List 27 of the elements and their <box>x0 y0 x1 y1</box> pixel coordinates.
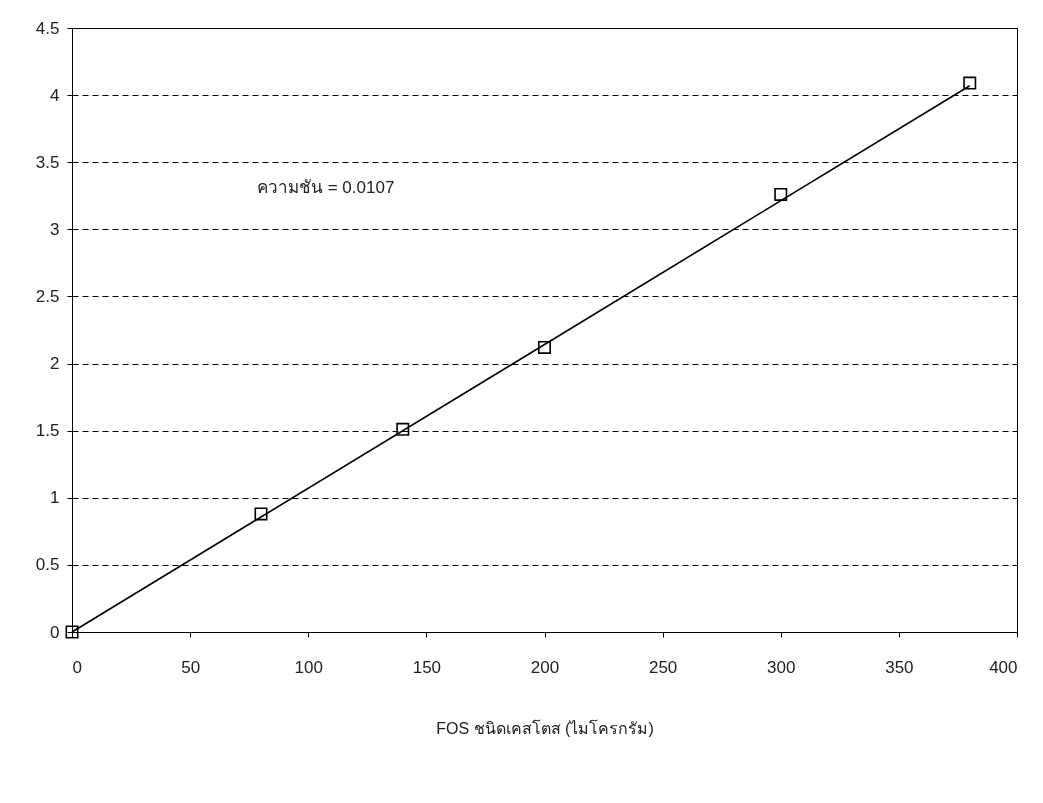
x-tick-label: 250 <box>648 657 678 677</box>
x-tick-label: 0 <box>72 657 82 677</box>
y-tick-label: 1 <box>50 488 60 508</box>
y-tick-label: 4.5 <box>35 18 60 38</box>
point <box>65 625 79 639</box>
point <box>538 340 551 354</box>
x-tick-label: 200 <box>530 657 560 677</box>
x-tick-label: 50 <box>181 657 201 677</box>
y-tick-label: 2 <box>50 354 60 374</box>
y-tick-label: 4 <box>50 85 60 105</box>
point <box>963 76 977 90</box>
x-tick-label: 300 <box>767 657 796 677</box>
y-tick-label: 1.5 <box>35 421 60 441</box>
x-tick-label: 400 <box>989 657 1018 677</box>
y-tick-label: 3.5 <box>35 152 60 172</box>
x-tick-label: 100 <box>294 657 323 677</box>
x-tick-label: 150 <box>412 657 442 677</box>
y-tick-label: 3 <box>50 219 60 239</box>
point <box>254 507 268 521</box>
y-tick-label: 0 <box>50 622 60 642</box>
y-tick-label: 0.5 <box>35 555 60 575</box>
annotation: ความชัน = 0.0107 <box>257 178 395 197</box>
x-tick-label: 350 <box>885 657 914 677</box>
point <box>774 187 788 201</box>
y-tick-label: 2.5 <box>35 286 60 306</box>
point <box>396 422 410 436</box>
x-axis-title: FOS ชนิดเคสโตส (ไมโครกรัม) <box>436 718 654 737</box>
